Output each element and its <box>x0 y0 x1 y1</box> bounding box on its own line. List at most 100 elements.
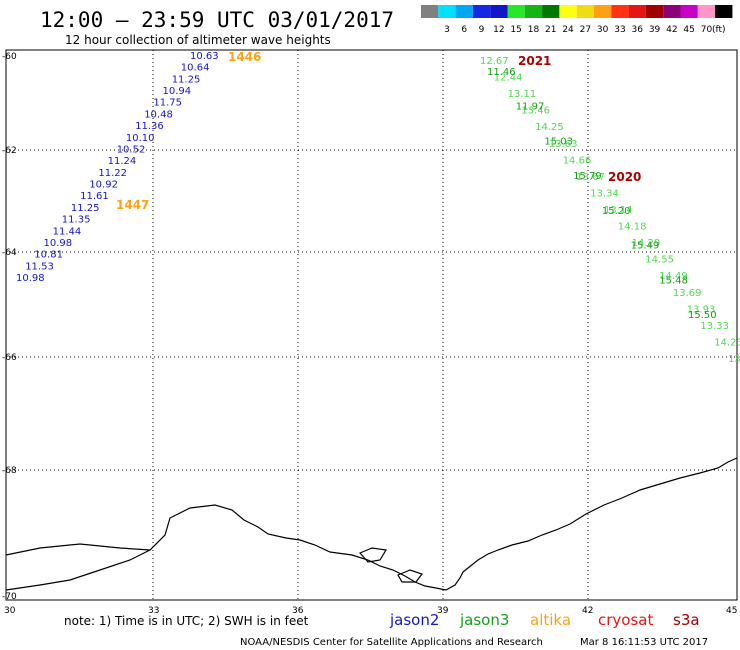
legend-swatch <box>663 5 681 18</box>
wave-height-value: 11.44 <box>53 226 82 237</box>
wave-height-value: 14.23 <box>714 337 740 348</box>
legend-swatch <box>438 5 456 18</box>
legend-tick-label: 36 <box>632 25 644 35</box>
legend-swatch <box>524 5 543 18</box>
lat-label: -60 <box>2 52 17 62</box>
wave-height-value: 10.63 <box>190 51 219 62</box>
wave-height-value: 10.98 <box>16 273 45 284</box>
lat-label: -70 <box>2 592 17 602</box>
sat-cryosat-label: cryosat <box>598 611 653 629</box>
track-label-altika: 1447 <box>116 198 149 212</box>
sat-s3a-label: s3a <box>673 611 700 629</box>
legend-tick-label: 15 <box>510 25 521 35</box>
legend-tick-label: 70 <box>701 25 713 35</box>
lat-label: -66 <box>2 353 17 363</box>
legend-tick-label: 12 <box>493 25 504 35</box>
wave-height-value: 15.48 <box>659 275 688 286</box>
wave-height-value: 11.97 <box>516 102 545 113</box>
wave-height-value: 15.49 <box>631 241 660 252</box>
legend-unit: (ft) <box>712 25 726 35</box>
wave-height-value: 10.64 <box>181 63 210 74</box>
wave-height-value: 11.46 <box>487 67 516 78</box>
track-east-light: 12.67 12.44 13.11 13.46 14.25 13.63 14.66 13.67… <box>480 56 740 365</box>
wave-height-value: 10.81 <box>34 250 63 261</box>
legend-tick-label: 18 <box>528 25 540 35</box>
legend-swatch <box>645 5 664 18</box>
legend-swatch <box>507 5 525 18</box>
lon-label: 30 <box>4 606 16 616</box>
wave-height-value: 11.53 <box>25 261 54 272</box>
legend-swatch <box>421 5 439 18</box>
wave-height-value: 13.63 <box>549 139 578 150</box>
legend-tick-label: 30 <box>597 25 609 35</box>
legend-swatch <box>680 5 698 18</box>
wave-height-value: 10.92 <box>89 180 118 191</box>
wave-height-value: 13.11 <box>508 89 537 100</box>
legend-tick-label: 6 <box>461 25 467 35</box>
legend-swatch <box>559 5 577 18</box>
wave-height-value: 15.50 <box>688 310 717 321</box>
lat-label: -62 <box>2 146 17 156</box>
wave-height-value: 13.93 <box>687 304 716 315</box>
sat-jason2-label: jason2 <box>389 611 439 629</box>
legend-tick-label: 3 <box>444 25 450 35</box>
legend-swatch <box>542 5 560 18</box>
footer-credit: NOAA/NESDIS Center for Satellite Applica… <box>240 637 543 648</box>
lon-label: 33 <box>148 606 159 616</box>
lat-label: -64 <box>2 248 17 258</box>
legend-swatch <box>715 5 733 18</box>
page-title: 12:00 – 23:59 UTC 03/01/2017 <box>40 8 394 32</box>
wave-height-value: 10.48 <box>144 109 173 120</box>
wave-height-value: 12.67 <box>480 56 509 67</box>
wave-height-value: 15.03 <box>544 136 573 147</box>
wave-height-value: 13.67 <box>576 172 605 183</box>
wave-height-value: 11.25 <box>172 74 201 85</box>
wave-height-value: 13.14 <box>604 205 633 216</box>
track-east-dark: 11.46 11.97 15.03 15.79 15.20 15.49 15.48 15.50 <box>487 67 717 321</box>
wave-height-value: 10.94 <box>163 86 192 97</box>
wave-height-value: 11.75 <box>153 98 182 109</box>
legend-swatch <box>576 5 594 18</box>
track-label-cryosat: 2020 <box>608 170 641 184</box>
sat-altika-label: altika <box>530 611 571 629</box>
lon-label: 39 <box>437 606 449 616</box>
track-label-cryosat: 2021 <box>518 54 551 68</box>
legend-tick-label: 33 <box>614 25 625 35</box>
wave-height-value: 11.35 <box>62 215 91 226</box>
wave-height-value: 15.79 <box>573 171 602 182</box>
legend-swatch <box>490 5 508 18</box>
wave-height-value: 10.52 <box>117 145 146 156</box>
wave-height-value: 11.22 <box>98 168 127 179</box>
wave-height-value: 14.66 <box>563 155 592 166</box>
wave-height-value: 13.69 <box>673 288 702 299</box>
legend-tick-label: 27 <box>580 25 591 35</box>
lat-label: -68 <box>2 466 17 476</box>
footer-note: note: 1) Time is in UTC; 2) SWH is in fe… <box>64 614 309 628</box>
wave-height-value: 11.25 <box>71 203 100 214</box>
legend-swatch <box>472 5 491 18</box>
legend-swatch <box>455 5 473 18</box>
track-label-altika: 1446 <box>228 50 261 64</box>
lon-label: 45 <box>726 606 737 616</box>
wave-height-value: 13.34 <box>590 188 619 199</box>
wave-height-value: 11.36 <box>135 121 164 132</box>
lon-label: 36 <box>292 606 304 616</box>
wave-height-value: 13.3 <box>728 354 740 365</box>
track-jason2: 10.6310.6411.2510.9411.7510.4811.3610.10… <box>16 51 219 284</box>
legend-tick-label: 21 <box>545 25 556 35</box>
map-frame <box>5 49 738 601</box>
wave-height-value: 13.46 <box>521 106 550 117</box>
color-scale-legend: 3 6 9 12 15 18 21 24 27 30 33 36 39 42 45 70 (ft) <box>421 5 733 35</box>
lon-label: 42 <box>582 606 593 616</box>
wave-height-value: 14.29 <box>632 238 661 249</box>
page-subtitle: 12 hour collection of altimeter wave hei… <box>65 33 331 47</box>
coastline <box>5 457 738 591</box>
wave-height-value: 11.61 <box>80 191 109 202</box>
legend-swatch <box>594 5 612 18</box>
legend-tick-label: 42 <box>666 25 677 35</box>
legend-tick-label: 9 <box>479 25 485 35</box>
wave-height-value: 12.44 <box>494 73 523 84</box>
wave-height-value: 11.24 <box>108 156 137 167</box>
wave-height-value: 14.18 <box>618 222 647 233</box>
